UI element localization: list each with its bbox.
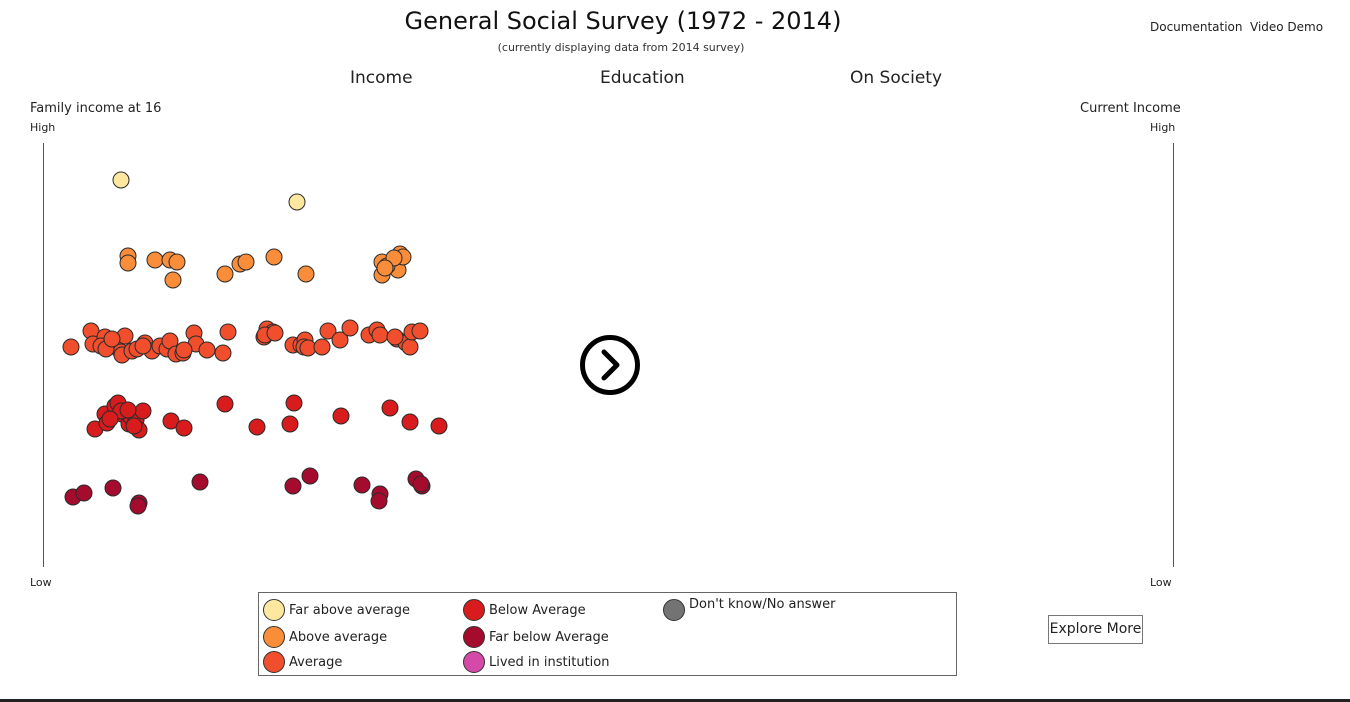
respondent-point [104,479,122,497]
respondent-point [381,399,399,417]
legend-swatch [263,651,285,673]
respondent-point [265,248,283,266]
respondent-point [101,410,119,428]
documentation-link[interactable]: Documentation [1150,20,1243,34]
respondent-point [112,171,130,189]
legend-swatch [263,599,285,621]
legend-label: Don't know/No answer [689,597,836,612]
respondent-point [266,324,284,342]
respondent-point [341,319,359,337]
respondent-point [216,265,234,283]
respondent-point [297,265,315,283]
respondent-point [411,322,429,340]
respondent-point [198,341,216,359]
legend-label: Average [289,654,343,670]
respondent-point [285,394,303,412]
respondent-point [288,193,306,211]
right-axis-title: Current Income [1080,101,1181,116]
legend-swatch [663,599,685,621]
respondent-point [219,323,237,341]
right-axis-low-label: Low [1150,576,1172,589]
respondent-point [331,331,349,349]
respondent-point [103,330,121,348]
page-subtitle: (currently displaying data from 2014 sur… [497,41,745,54]
respondent-point [62,338,80,356]
respondent-point [175,419,193,437]
respondent-point [401,338,419,356]
respondent-point [146,251,164,269]
video-demo-link[interactable]: Video Demo [1250,20,1324,34]
respondent-point [284,477,302,495]
right-axis-line [1173,143,1174,567]
legend-label: Above average [289,629,388,645]
right-axis-high-label: High [1150,121,1176,134]
respondent-point [237,253,255,271]
respondent-point [119,254,137,272]
respondent-point [75,484,93,502]
tab-on-society[interactable]: On Society [850,68,943,88]
respondent-point [248,418,266,436]
legend-label: Below Average [489,602,586,618]
respondent-point [332,407,350,425]
legend-item: Lived in institution [463,649,610,675]
legend-item: Don't know/No answer [663,597,836,623]
respondent-point [214,344,232,362]
respondent-point [281,415,299,433]
page-title: General Social Survey (1972 - 2014) [404,7,842,35]
legend-swatch [463,651,485,673]
respondent-point [430,417,448,435]
respondent-point [164,271,182,289]
bottom-border [0,699,1350,702]
respondent-point [371,326,389,344]
respondent-point [119,401,137,419]
respondent-point [168,253,186,271]
respondent-point [319,322,337,340]
respondent-point [401,413,419,431]
respondent-point [175,341,193,359]
respondent-point [134,337,152,355]
respondent-point [313,338,331,356]
respondent-point [386,328,404,346]
legend-item: Average [263,649,342,675]
respondent-point [353,476,371,494]
explore-more-button[interactable]: Explore More [1048,615,1143,644]
legend-item: Below Average [463,597,586,623]
left-axis-low-label: Low [30,576,52,589]
respondent-point [134,402,152,420]
respondent-point [370,492,388,510]
respondent-point [129,497,147,515]
legend-item: Far above average [263,597,410,623]
respondent-point [412,475,430,493]
legend-swatch [463,599,485,621]
respondent-point [216,395,234,413]
respondent-point [376,259,394,277]
legend: Far above average Above average Average … [258,592,957,676]
tab-education[interactable]: Education [600,68,685,88]
respondent-point [125,417,143,435]
tab-income[interactable]: Income [350,68,413,88]
legend-swatch [263,626,285,648]
next-step-button[interactable] [579,334,641,396]
legend-item: Far below Average [463,624,609,650]
legend-label: Lived in institution [489,654,610,670]
left-axis-high-label: High [30,121,56,134]
respondent-point [162,412,180,430]
chevron-right-circle-icon [580,335,640,395]
legend-swatch [463,626,485,648]
legend-label: Far above average [289,602,410,618]
respondent-point [191,473,209,491]
left-axis-line [43,143,44,567]
respondent-point [301,467,319,485]
legend-item: Above average [263,624,387,650]
legend-label: Far below Average [489,629,609,645]
left-axis-title: Family income at 16 [30,101,162,116]
